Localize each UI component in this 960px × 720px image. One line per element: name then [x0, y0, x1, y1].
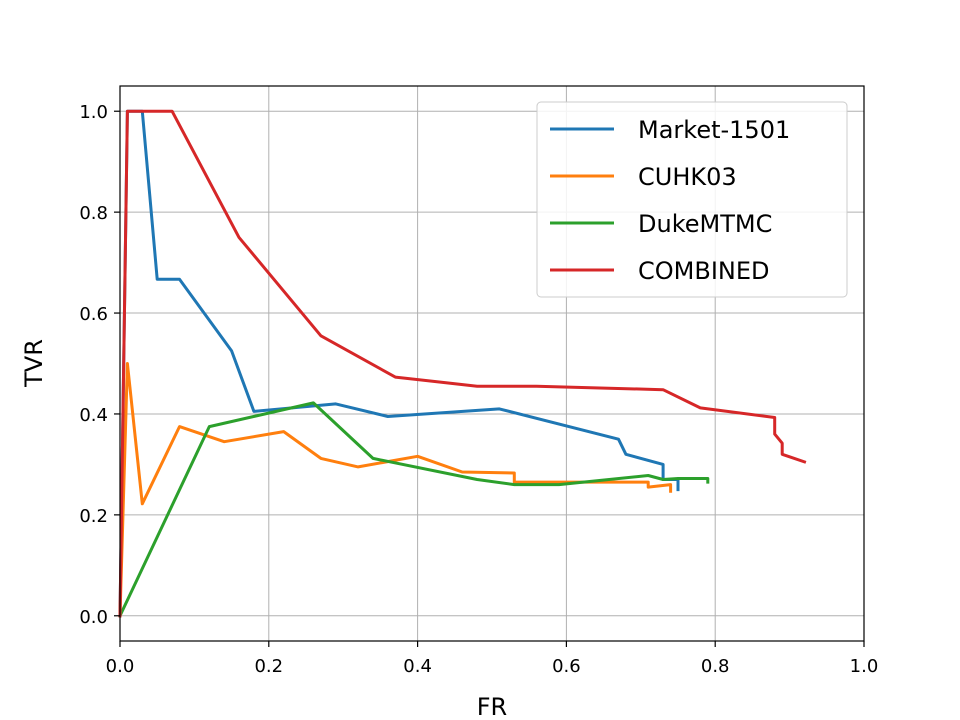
- y-tick-label: 0.2: [79, 506, 108, 527]
- legend-label: CUHK03: [638, 163, 737, 191]
- x-tick-label: 0.4: [403, 656, 432, 677]
- legend-box: [536, 101, 848, 298]
- y-tick-label: 0.4: [79, 405, 108, 426]
- x-axis-ticks: 0.0 0.2 0.4 0.6 0.8 1.0: [106, 641, 879, 677]
- y-tick-label: 0.8: [79, 203, 108, 224]
- y-tick-label: 0.6: [79, 304, 108, 325]
- y-tick-label: 0.0: [79, 607, 108, 628]
- x-tick-label: 0.8: [701, 656, 730, 677]
- legend-label: COMBINED: [638, 257, 770, 285]
- y-axis-ticks: 0.0 0.2 0.4 0.6 0.8 1.0: [79, 102, 120, 628]
- legend: Market-1501 CUHK03 DukeMTMC COMBINED: [536, 101, 848, 298]
- plot-frame: [119, 85, 865, 642]
- y-axis-label: TVR: [20, 339, 48, 388]
- x-axis-label: FR: [477, 693, 507, 720]
- y-tick-label: 1.0: [79, 102, 108, 123]
- x-tick-label: 0.0: [106, 656, 135, 677]
- series-line-combined: [118, 109, 807, 618]
- series-line-market-1501: [118, 109, 680, 618]
- x-tick-label: 0.2: [254, 656, 283, 677]
- legend-label: DukeMTMC: [638, 210, 772, 238]
- x-tick-label: 1.0: [850, 656, 879, 677]
- series-line-dukemtmc: [118, 401, 710, 618]
- series-layer: [118, 109, 807, 618]
- x-tick-label: 0.6: [552, 656, 581, 677]
- legend-label: Market-1501: [638, 116, 790, 144]
